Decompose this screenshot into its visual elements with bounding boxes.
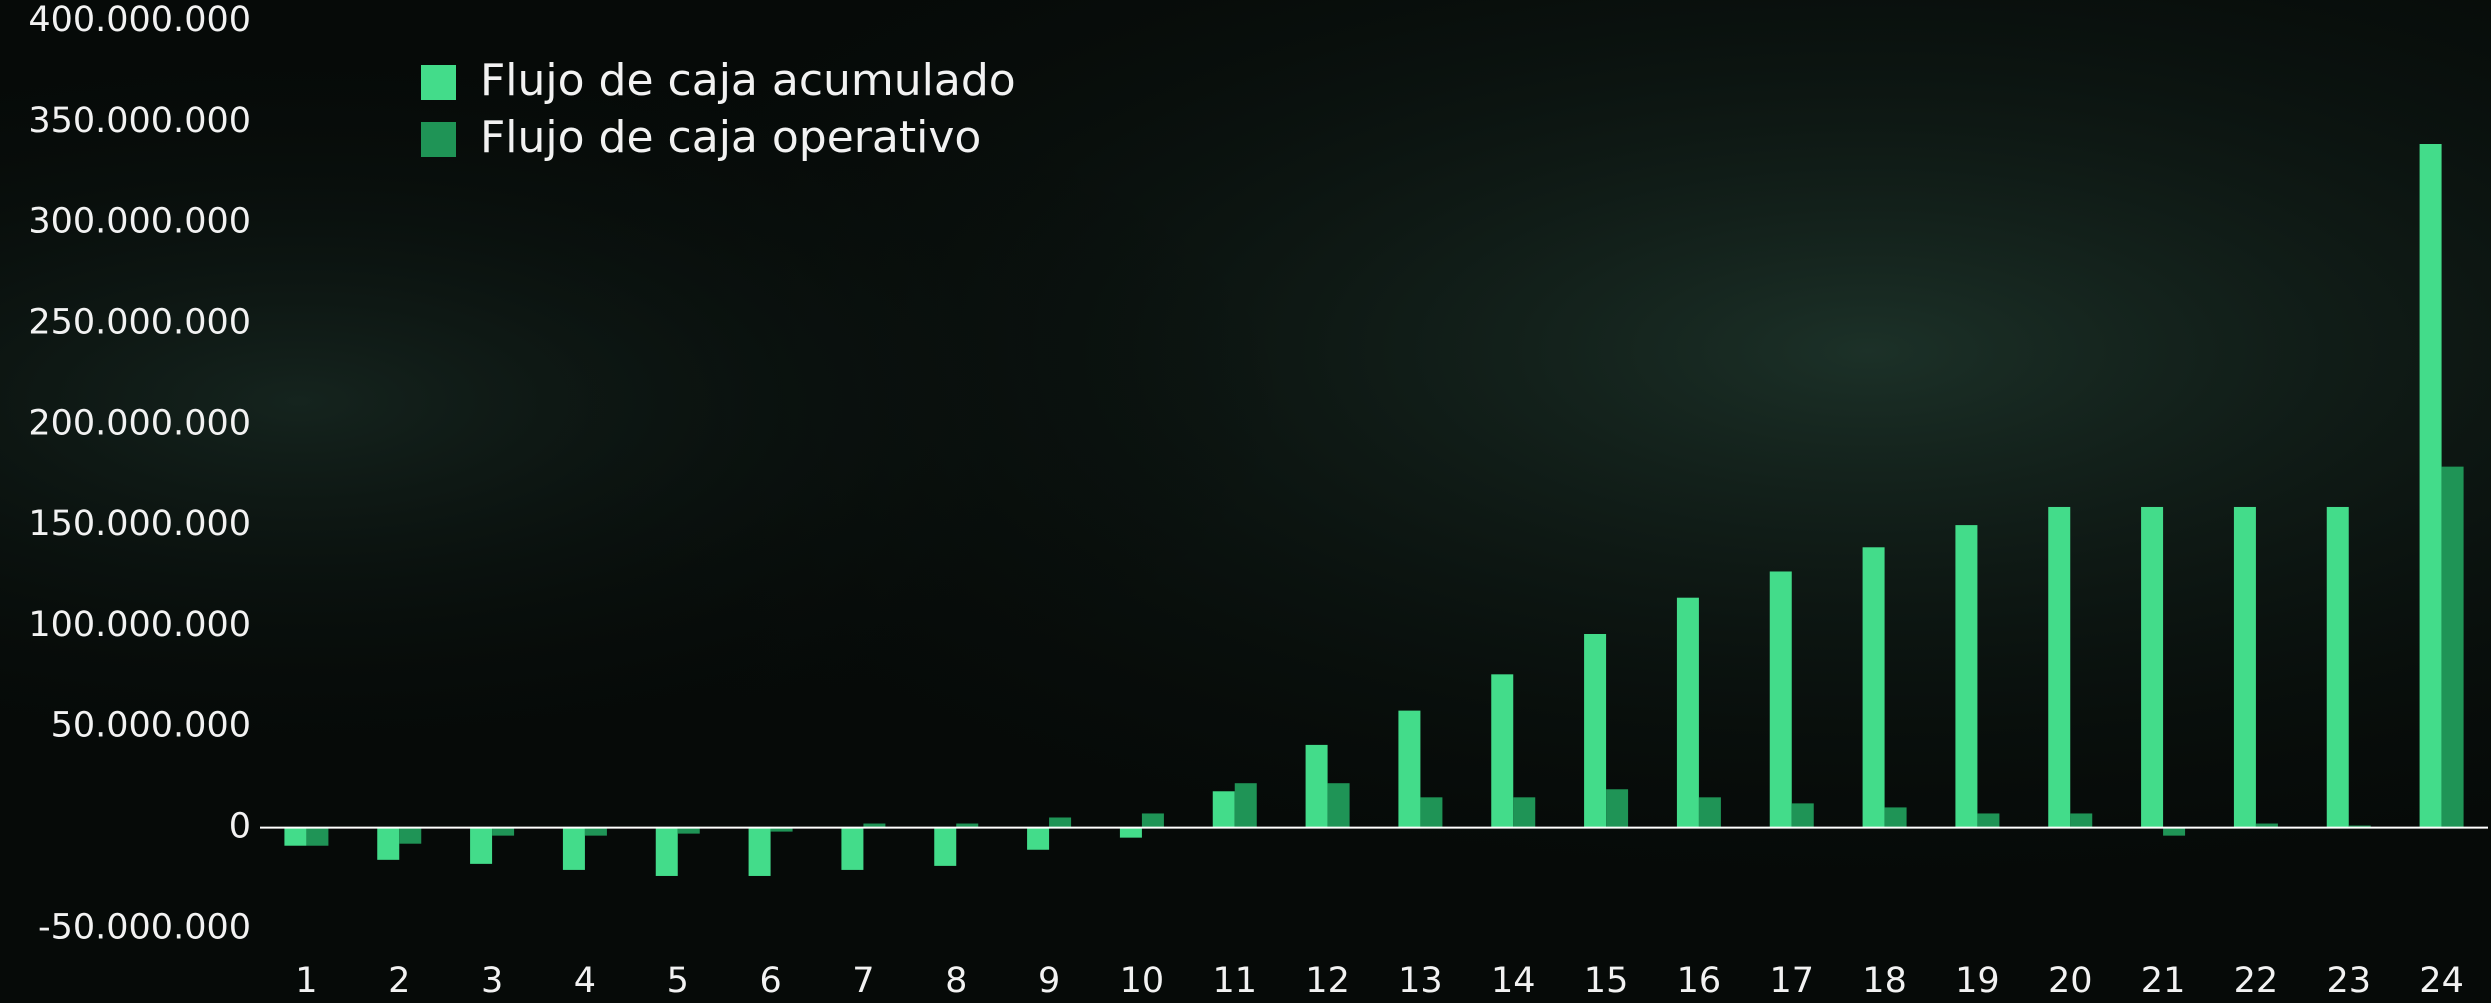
bar <box>1676 597 1699 828</box>
bar <box>2070 813 2093 828</box>
y-tick-label: -50.000.000 <box>38 907 251 947</box>
x-tick-label: 1 <box>295 961 317 1001</box>
x-tick-label: 5 <box>667 961 689 1001</box>
bar <box>306 827 329 846</box>
bar <box>2348 825 2371 828</box>
bar <box>1584 633 1607 828</box>
bar <box>1884 807 1907 828</box>
x-tick-label: 11 <box>1212 961 1257 1001</box>
x-tick-label: 18 <box>1862 961 1907 1001</box>
y-tick-label: 50.000.000 <box>51 706 251 746</box>
bar <box>677 827 700 834</box>
bar <box>655 827 678 876</box>
bar <box>1769 571 1792 828</box>
bar <box>2419 144 2442 828</box>
x-tick-label: 6 <box>759 961 781 1001</box>
bar <box>1327 783 1350 828</box>
bar <box>284 827 307 846</box>
bar <box>470 827 493 864</box>
bar <box>2441 466 2464 828</box>
x-tick-label: 10 <box>1120 961 1165 1001</box>
y-tick-label: 150.000.000 <box>28 504 251 544</box>
x-tick-label: 24 <box>2419 961 2464 1001</box>
bar <box>1027 827 1050 850</box>
y-tick-label: 250.000.000 <box>28 302 251 342</box>
bar <box>956 823 979 828</box>
bar <box>399 827 422 844</box>
legend-swatch <box>421 65 456 100</box>
bar <box>841 827 864 870</box>
bar <box>1955 525 1978 828</box>
bar <box>1398 710 1421 828</box>
x-tick-label: 23 <box>2326 961 2371 1001</box>
bar <box>2233 506 2256 828</box>
x-tick-label: 12 <box>1305 961 1350 1001</box>
x-tick-label: 14 <box>1491 961 1536 1001</box>
x-tick-label: 16 <box>1677 961 1722 1001</box>
bar <box>1606 789 1629 828</box>
bar <box>748 827 771 876</box>
bar <box>2255 823 2278 828</box>
x-tick-label: 4 <box>574 961 596 1001</box>
bar <box>1212 791 1235 828</box>
bar <box>1049 817 1072 828</box>
x-tick-label: 15 <box>1584 961 1629 1001</box>
x-tick-label: 3 <box>481 961 503 1001</box>
legend-label: Flujo de caja acumulado <box>480 55 1016 106</box>
bar <box>1305 744 1328 828</box>
y-tick-label: 0 <box>229 807 251 847</box>
bar <box>2141 506 2164 828</box>
bar <box>2163 827 2186 836</box>
bar <box>2326 506 2349 828</box>
bar <box>1513 797 1536 828</box>
x-tick-label: 17 <box>1769 961 1814 1001</box>
bar <box>1977 813 2000 828</box>
bar <box>562 827 585 870</box>
x-tick-label: 2 <box>388 961 410 1001</box>
bar <box>1791 803 1814 828</box>
bar <box>1234 783 1257 828</box>
legend-label: Flujo de caja operativo <box>480 112 981 163</box>
bar <box>377 827 400 860</box>
x-tick-label: 20 <box>2048 961 2093 1001</box>
legend-swatch <box>421 122 456 157</box>
bar <box>934 827 957 866</box>
x-tick-label: 9 <box>1038 961 1060 1001</box>
bar <box>2048 506 2071 828</box>
x-tick-label: 19 <box>1955 961 2000 1001</box>
x-tick-label: 7 <box>852 961 874 1001</box>
y-tick-label: 300.000.000 <box>28 202 251 242</box>
bar <box>1141 813 1164 828</box>
x-tick-label: 13 <box>1398 961 1443 1001</box>
bar <box>492 827 515 836</box>
bar <box>863 823 886 828</box>
bar <box>584 827 607 836</box>
y-tick-label: 200.000.000 <box>28 403 251 443</box>
bar <box>1119 827 1142 838</box>
x-tick-label: 22 <box>2234 961 2279 1001</box>
y-tick-label: 100.000.000 <box>28 605 251 645</box>
bar <box>1491 674 1514 828</box>
y-tick-label: 400.000.000 <box>28 0 251 40</box>
x-tick-label: 8 <box>945 961 967 1001</box>
x-tick-label: 21 <box>2141 961 2186 1001</box>
bar <box>1698 797 1721 828</box>
bar <box>1862 547 1885 828</box>
y-tick-label: 350.000.000 <box>28 101 251 141</box>
bar <box>1420 797 1443 828</box>
bar <box>770 827 793 832</box>
